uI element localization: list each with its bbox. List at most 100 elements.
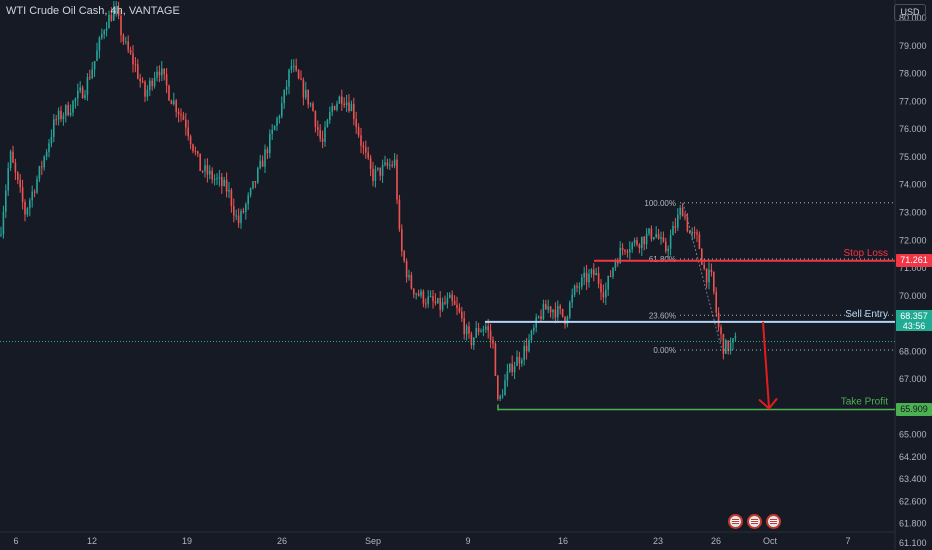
candle-body: [420, 291, 422, 296]
candle-body: [600, 283, 602, 293]
candle-body: [525, 345, 528, 352]
candle-body: [509, 363, 511, 372]
price-tick-label: 70.000: [899, 291, 927, 301]
candle-body: [732, 338, 734, 343]
candle-body: [62, 115, 65, 120]
candle-body: [204, 165, 206, 172]
candle-body: [201, 171, 204, 173]
candle-body: [633, 240, 636, 243]
candle-body: [365, 147, 367, 153]
candle-body: [369, 157, 372, 169]
candle-body: [576, 285, 578, 288]
candle-body: [218, 177, 221, 179]
candle-body: [499, 396, 501, 399]
time-tick-label: Sep: [365, 536, 381, 546]
candle-body: [261, 160, 264, 167]
candle-body: [350, 104, 353, 112]
candle-body: [530, 330, 533, 341]
candle-body: [324, 127, 326, 142]
candle-body: [701, 248, 703, 265]
us-flag-icon[interactable]: [766, 514, 781, 529]
bar-countdown: 43:56: [902, 321, 926, 331]
candle-body: [269, 133, 271, 154]
stop-loss-label: Stop Loss: [844, 248, 888, 259]
candle-body: [583, 272, 585, 278]
candle-body: [144, 81, 146, 97]
current-price-tag: 68.357 43:56: [896, 310, 932, 331]
candle-body: [245, 204, 247, 213]
candle-body: [410, 275, 413, 289]
candle-body: [684, 216, 686, 218]
time-tick-label: 16: [558, 536, 568, 546]
candle-body: [67, 105, 69, 116]
candle-body: [297, 70, 300, 79]
time-tick-label: 19: [182, 536, 192, 546]
price-tick-label: 67.000: [899, 374, 927, 384]
candle-body: [655, 234, 657, 238]
chart-title: WTI Crude Oil Cash, 4h, VANTAGE: [6, 5, 180, 17]
candle-body: [288, 69, 290, 87]
time-tick-label: Oct: [763, 536, 778, 546]
candle-body: [233, 206, 235, 216]
candle-body: [180, 114, 182, 116]
time-tick-label: 6: [13, 536, 18, 546]
candle-body: [403, 251, 405, 262]
candle-body: [389, 164, 391, 166]
candle-body: [552, 309, 554, 313]
candle-body: [386, 162, 389, 166]
candle-body: [0, 234, 2, 236]
fib-level-label: 23.60%: [649, 311, 676, 320]
candle-body: [216, 178, 218, 180]
candle-body: [597, 273, 600, 284]
candle-body: [405, 261, 408, 278]
trade-levels: Stop Loss Sell Entry Take Profit: [0, 248, 895, 411]
price-tick-label: 75.000: [899, 152, 927, 162]
price-tick-label: 73.000: [899, 208, 927, 218]
candle-body: [89, 77, 91, 79]
candle-body: [391, 164, 393, 166]
candle-body: [65, 105, 67, 116]
candle-body: [657, 234, 660, 239]
candle-body: [321, 138, 324, 142]
candle-body: [705, 268, 708, 283]
candle-body: [93, 60, 96, 70]
candle-body: [650, 228, 653, 240]
candlestick-series: [0, 1, 737, 402]
candle-body: [26, 208, 29, 215]
stop-loss-price-tag: 71.261: [896, 254, 932, 268]
candle-body: [465, 326, 468, 335]
candle-body: [240, 210, 242, 224]
candle-body: [451, 294, 453, 301]
price-tick-label: 79.000: [899, 41, 927, 51]
fib-level-label: 100.00%: [644, 199, 676, 208]
candle-body: [158, 71, 161, 76]
candle-body: [225, 179, 228, 192]
candle-body: [129, 50, 132, 54]
currency-button[interactable]: USD: [894, 4, 926, 21]
candle-body: [612, 267, 614, 277]
candle-body: [211, 170, 213, 180]
candle-body: [60, 110, 62, 120]
price-tick-label: 65.000: [899, 430, 927, 440]
candle-body: [429, 296, 432, 298]
candle-body: [101, 34, 103, 38]
candle-body: [645, 233, 648, 245]
us-flag-icon[interactable]: [747, 514, 762, 529]
candle-body: [674, 226, 677, 228]
candle-body: [573, 285, 576, 295]
candle-body: [360, 135, 362, 146]
candle-body: [540, 316, 542, 320]
take-profit-price-tag: 65.909: [896, 402, 932, 416]
candle-body: [374, 169, 377, 181]
candle-body: [585, 272, 588, 283]
us-flag-icon[interactable]: [728, 514, 743, 529]
candle-body: [473, 337, 475, 346]
candle-body: [117, 8, 120, 16]
candle-body: [401, 229, 403, 252]
target-arrow-head: [758, 397, 778, 410]
candle-body: [285, 86, 288, 90]
candle-body: [38, 166, 41, 180]
candle-body: [278, 116, 281, 119]
candle-body: [533, 327, 535, 331]
